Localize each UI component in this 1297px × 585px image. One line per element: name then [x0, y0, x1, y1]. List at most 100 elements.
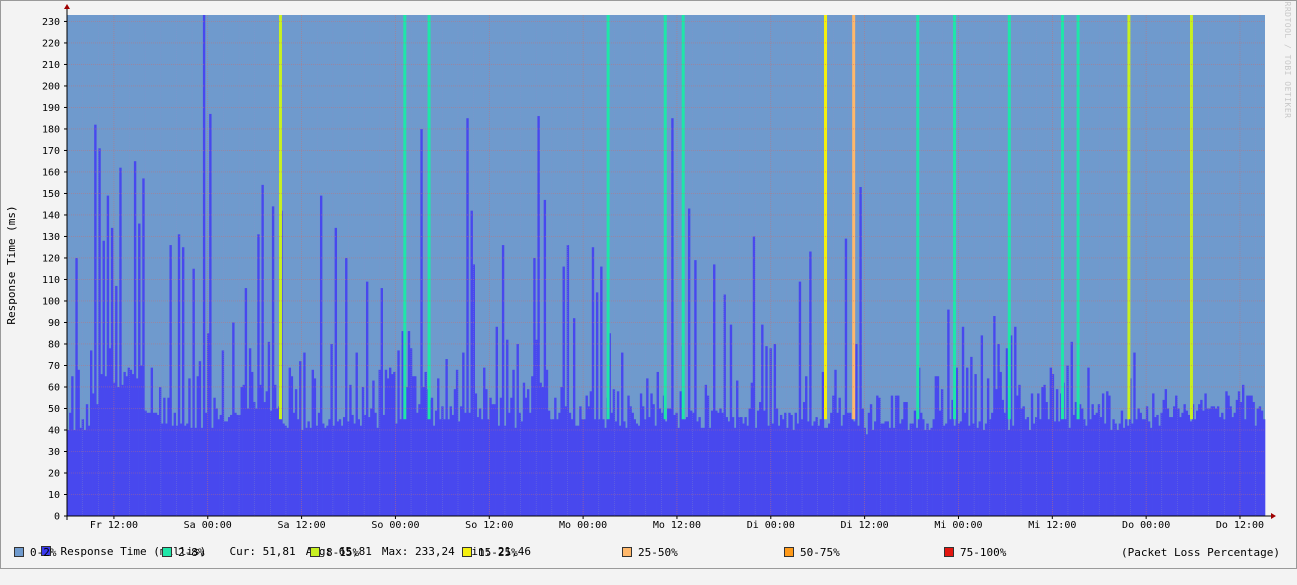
- response-bar: [499, 397, 503, 516]
- response-bar: [790, 414, 793, 516]
- response-bar: [223, 421, 227, 516]
- response-bar: [690, 410, 693, 516]
- response-bar: [236, 414, 239, 516]
- response-bar: [209, 113, 212, 516]
- response-bar: [324, 427, 327, 516]
- response-bar: [1244, 419, 1247, 516]
- response-bar: [1187, 414, 1191, 516]
- response-bar: [382, 414, 386, 516]
- response-bar: [92, 393, 95, 516]
- response-bar: [1227, 395, 1230, 516]
- response-bar: [430, 397, 434, 516]
- response-bar: [221, 350, 225, 516]
- x-tick-label: Mi 12:00: [1028, 520, 1076, 531]
- response-bar: [397, 350, 400, 516]
- response-bar: [384, 369, 388, 516]
- response-bar: [955, 367, 958, 516]
- response-bar: [731, 417, 735, 516]
- response-bar: [177, 234, 181, 516]
- stat-cur: Cur: 51,81: [229, 545, 296, 558]
- response-bar: [713, 264, 716, 516]
- response-bar: [644, 419, 647, 516]
- response-bar: [1141, 419, 1145, 516]
- response-bar: [1152, 393, 1155, 516]
- response-bar: [727, 421, 731, 516]
- y-axis-label: Response Time (ms): [5, 205, 18, 324]
- response-bar: [539, 382, 542, 516]
- loss-level-item: 0-2%: [14, 546, 57, 559]
- response-bar: [708, 427, 712, 516]
- response-bar: [1043, 384, 1046, 516]
- response-bar: [652, 404, 655, 516]
- response-bar: [614, 421, 618, 516]
- response-bar: [717, 412, 720, 516]
- response-bar: [1074, 402, 1078, 516]
- response-bar: [263, 402, 266, 516]
- response-bar: [1022, 406, 1025, 516]
- response-bar: [658, 408, 662, 516]
- response-bar: [1216, 406, 1220, 516]
- response-bar: [181, 247, 185, 516]
- loss-level-swatch: [622, 547, 632, 557]
- y-tick-label: 160: [42, 167, 60, 178]
- response-bar: [771, 423, 774, 516]
- response-bar: [351, 414, 354, 516]
- response-bar: [671, 118, 674, 517]
- response-bar: [1185, 410, 1188, 516]
- response-bar: [1108, 395, 1111, 516]
- response-bar: [878, 397, 881, 516]
- response-bar: [811, 425, 814, 516]
- response-bar: [995, 389, 998, 516]
- response-bar: [186, 423, 189, 516]
- response-bar: [250, 371, 254, 516]
- response-bar: [1120, 410, 1124, 516]
- response-bar: [1018, 384, 1021, 516]
- response-bar: [618, 425, 622, 516]
- response-bar: [736, 380, 739, 516]
- response-bar: [227, 417, 231, 516]
- response-bar: [917, 367, 921, 516]
- response-bar: [1089, 419, 1092, 516]
- response-bar: [96, 404, 99, 516]
- x-tick-label: Sa 00:00: [184, 520, 232, 531]
- response-bar: [1206, 408, 1209, 516]
- response-bar: [572, 318, 576, 516]
- response-bar: [1214, 408, 1218, 516]
- response-bar: [865, 434, 869, 516]
- response-bar: [374, 412, 377, 516]
- response-bar: [635, 423, 639, 516]
- response-bar: [1049, 367, 1053, 516]
- response-bar: [332, 425, 335, 516]
- response-bar: [315, 425, 319, 516]
- response-bar: [1183, 404, 1186, 516]
- response-bar: [1233, 412, 1237, 516]
- loss-level-label: 15-25%: [478, 546, 518, 559]
- response-bar: [269, 410, 273, 516]
- response-bar: [127, 367, 131, 516]
- y-tick-label: 0: [54, 512, 60, 523]
- response-bar: [922, 419, 925, 516]
- response-bar: [426, 389, 429, 516]
- response-bar: [217, 419, 220, 516]
- response-bar: [353, 423, 356, 516]
- response-bar: [817, 425, 820, 516]
- response-bar: [698, 417, 701, 516]
- response-bar: [901, 419, 904, 516]
- response-bar: [194, 427, 197, 516]
- response-bar: [363, 414, 367, 516]
- response-bar: [94, 124, 97, 516]
- response-bar: [133, 161, 137, 516]
- response-bar: [710, 410, 714, 516]
- response-bar: [110, 227, 114, 516]
- loss-level-label: 75-100%: [960, 546, 1007, 559]
- response-bar: [150, 367, 154, 516]
- response-bar: [234, 412, 237, 516]
- response-bar: [558, 412, 561, 516]
- y-tick-label: 100: [42, 296, 60, 307]
- response-bar: [949, 419, 952, 516]
- x-tick-label: So 00:00: [371, 520, 419, 531]
- response-bar: [920, 412, 923, 516]
- response-bar: [1051, 374, 1055, 516]
- response-bar: [215, 408, 218, 516]
- response-bar: [173, 412, 177, 516]
